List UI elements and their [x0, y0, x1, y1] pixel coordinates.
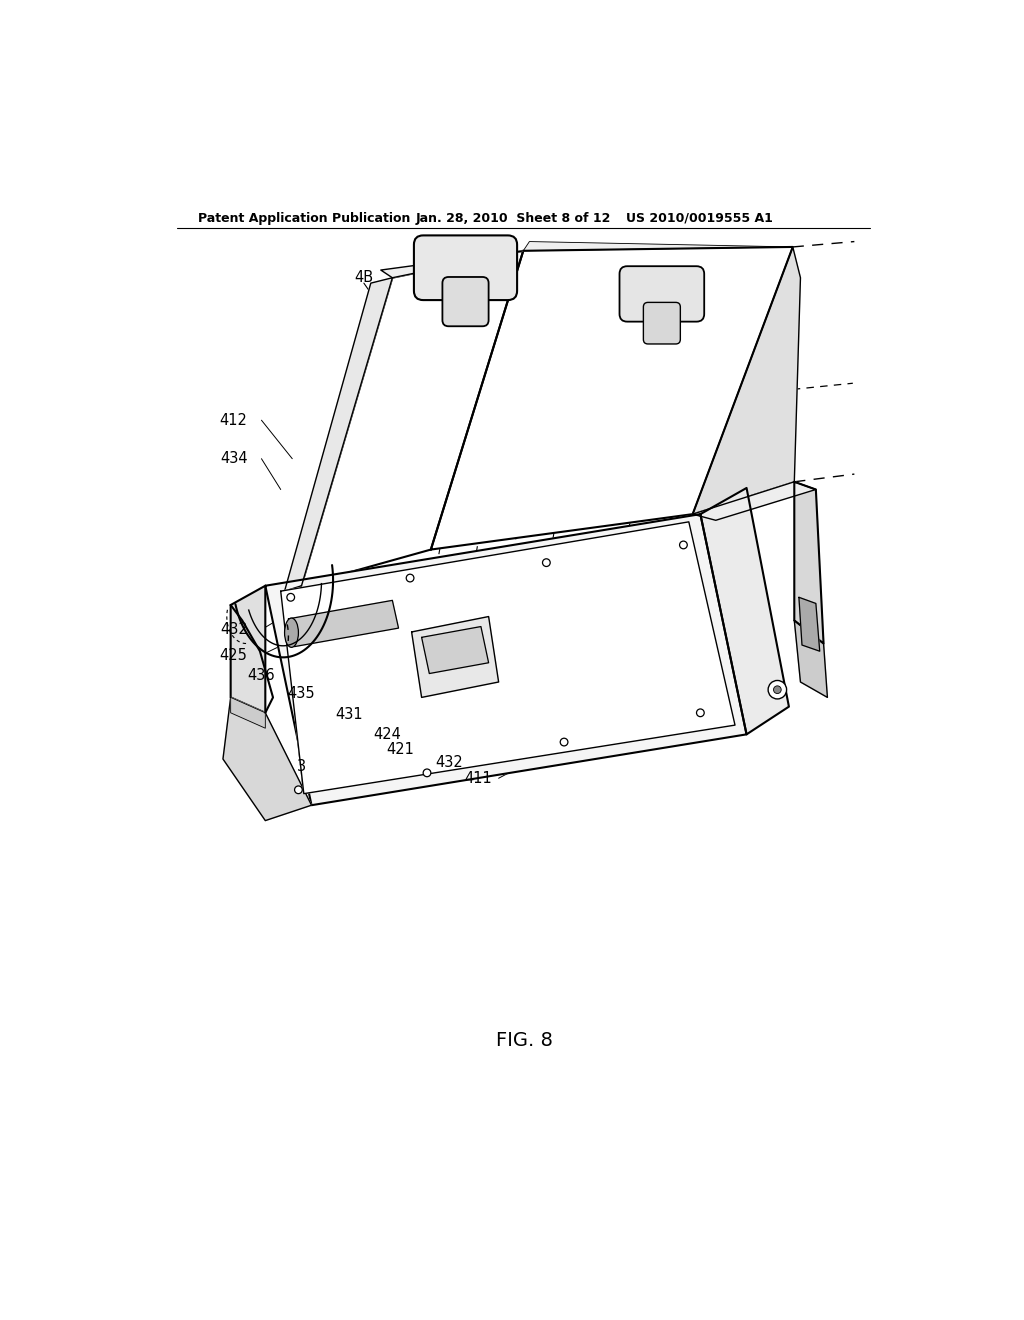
Polygon shape — [692, 482, 816, 520]
Text: 4B: 4B — [354, 271, 374, 285]
FancyBboxPatch shape — [442, 277, 488, 326]
Polygon shape — [422, 627, 488, 673]
Polygon shape — [795, 482, 823, 644]
Circle shape — [407, 574, 414, 582]
Text: US 2010/0019555 A1: US 2010/0019555 A1 — [626, 213, 772, 224]
Polygon shape — [381, 251, 523, 277]
Circle shape — [680, 541, 687, 549]
Text: 431: 431 — [336, 706, 364, 722]
Text: 3: 3 — [297, 759, 306, 775]
Polygon shape — [230, 697, 265, 729]
Ellipse shape — [285, 618, 298, 647]
FancyBboxPatch shape — [643, 302, 680, 345]
Circle shape — [287, 594, 295, 601]
Circle shape — [543, 558, 550, 566]
Text: 436: 436 — [248, 668, 275, 684]
Text: 412: 412 — [220, 413, 248, 428]
Polygon shape — [281, 521, 735, 793]
Text: Patent Application Publication: Patent Application Publication — [199, 213, 411, 224]
Polygon shape — [412, 616, 499, 697]
Circle shape — [768, 681, 786, 700]
Text: 424: 424 — [374, 727, 401, 742]
Text: FIG. 8: FIG. 8 — [497, 1031, 553, 1049]
Text: 432: 432 — [435, 755, 463, 771]
Polygon shape — [301, 251, 523, 586]
Circle shape — [560, 738, 568, 746]
Polygon shape — [700, 488, 788, 734]
Polygon shape — [223, 697, 311, 821]
Text: 434: 434 — [220, 451, 248, 466]
Circle shape — [773, 686, 781, 693]
FancyBboxPatch shape — [620, 267, 705, 322]
Polygon shape — [523, 242, 793, 251]
Polygon shape — [795, 620, 827, 697]
Polygon shape — [289, 601, 398, 647]
Text: 432: 432 — [220, 622, 248, 638]
FancyBboxPatch shape — [414, 235, 517, 300]
Text: 435: 435 — [288, 686, 315, 701]
Text: 411: 411 — [465, 771, 493, 785]
Circle shape — [423, 770, 431, 776]
Text: Jan. 28, 2010  Sheet 8 of 12: Jan. 28, 2010 Sheet 8 of 12 — [416, 213, 611, 224]
Polygon shape — [230, 586, 265, 713]
Polygon shape — [431, 247, 793, 549]
Text: 421: 421 — [386, 742, 414, 758]
Text: 425: 425 — [220, 648, 248, 663]
Circle shape — [295, 785, 302, 793]
Polygon shape — [265, 515, 746, 805]
Circle shape — [696, 709, 705, 717]
Polygon shape — [692, 247, 801, 515]
Polygon shape — [799, 597, 819, 651]
Polygon shape — [285, 277, 392, 591]
